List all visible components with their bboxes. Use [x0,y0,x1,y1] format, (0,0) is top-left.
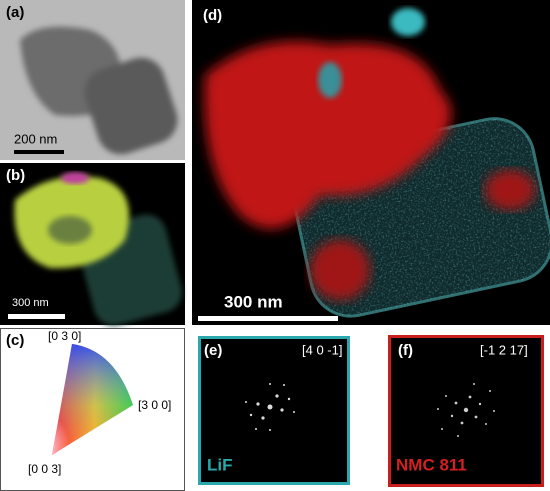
panel-label: (d) [203,7,222,24]
panel-e: [4 0 -1] LiF (e) [198,336,350,485]
panel-d: (d) 300 nm [192,0,550,325]
zone-axis: [-1 2 17] [480,342,528,357]
scale-bar-label: 300 nm [12,297,49,309]
panel-b: (b) 300 nm [0,163,185,326]
direction-label: [0 0 3] [28,462,61,476]
panel-f: [-1 2 17] NMC 811 (f) [388,335,544,487]
panel-label: (c) [6,332,24,349]
direction-label: [3 0 0] [138,398,171,412]
scale-bar [14,150,64,154]
direction-label: [0 3 0] [48,329,81,343]
panel-label: (e) [204,342,222,359]
panel-label: (a) [6,4,24,21]
panel-label: (f) [398,342,413,359]
panel-a: (a) 200 nm [0,0,185,160]
panel-c: (c) [0 3 0] [3 0 0] [0 0 3] [0,328,185,491]
scale-bar-label: 300 nm [224,292,283,311]
scale-bar-label: 200 nm [14,131,57,146]
scale-bar [198,316,338,321]
phase-label: NMC 811 [396,455,467,474]
phase-label: LiF [207,455,233,474]
scale-bar [8,314,65,319]
panel-label: (b) [6,167,25,184]
zone-axis: [4 0 -1] [302,342,342,357]
